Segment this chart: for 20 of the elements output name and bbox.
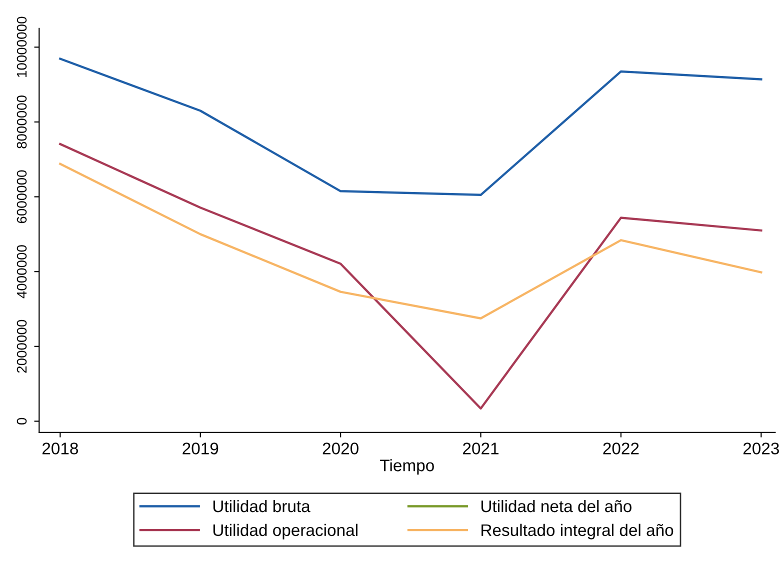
line-series [59, 162, 762, 320]
y-tick-label: 2000000 [16, 320, 27, 373]
x-tick-label: 2022 [603, 442, 639, 454]
x-tick-label: 2023 [743, 442, 779, 454]
x-tick-label: 2019 [182, 442, 218, 454]
line-series [59, 58, 762, 196]
x-tick-label: 2021 [463, 442, 498, 454]
x-tick-label: 2020 [322, 442, 358, 454]
y-tick-label: 8000000 [16, 95, 27, 148]
y-tick-label: 10000000 [16, 16, 27, 77]
legend-label: Utilidad operacional [213, 524, 358, 540]
x-tick-label: 2018 [42, 442, 78, 454]
legend-label: Utilidad neta del año [481, 500, 632, 512]
y-tick-label: 6000000 [16, 170, 27, 224]
y-tick-label: 4000000 [16, 245, 27, 298]
y-tick-label: 0 [16, 418, 27, 425]
legend-label: Resultado integral del año [482, 524, 674, 540]
x-axis-title: Tiempo [380, 459, 434, 475]
line-series [59, 142, 762, 410]
legend-label: Utilidad bruta [213, 500, 310, 512]
